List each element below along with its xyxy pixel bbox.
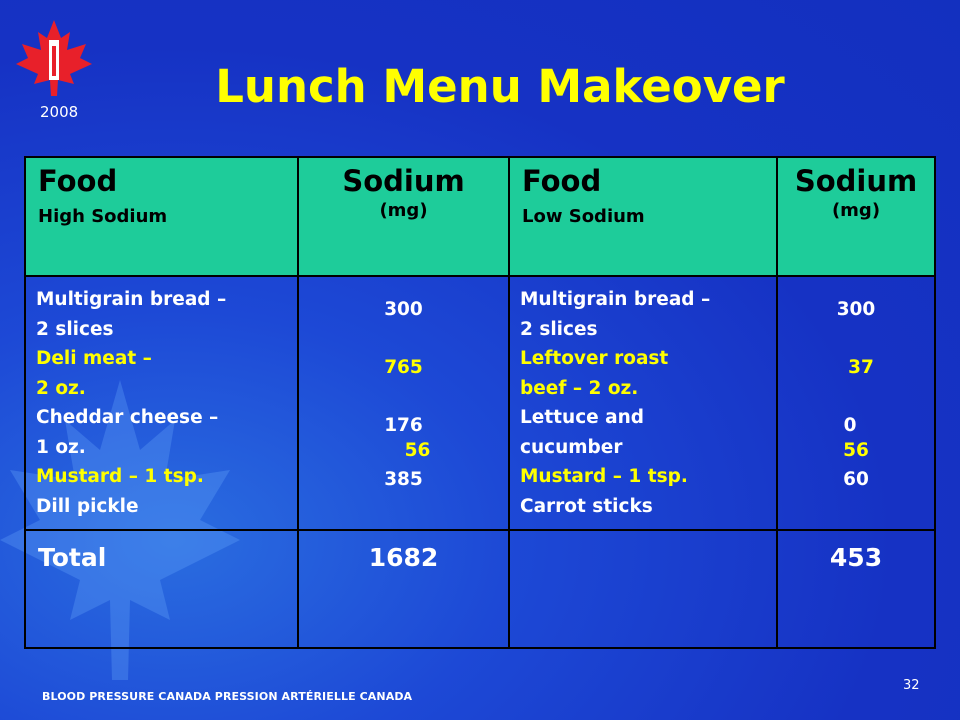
food-list: Multigrain bread – 2 slices Leftover roast… xyxy=(520,285,766,521)
low-sodium-values-cell: 300 37 0 56 60 xyxy=(776,275,936,531)
food-item-line: Cheddar cheese – xyxy=(36,407,219,428)
high-sodium-foods-cell: Multigrain bread – 2 slices Deli meat – 2 o… xyxy=(24,275,299,531)
sodium-value: 37 xyxy=(848,357,874,378)
sodium-value: 56 xyxy=(404,440,431,461)
food-item-line: Multigrain bread – xyxy=(36,289,227,310)
sodium-value: 0 xyxy=(843,415,857,436)
table-row: Multigrain bread – 2 slices Deli meat – 2 o… xyxy=(24,275,936,531)
food-item-line: Carrot sticks xyxy=(520,495,653,517)
food-item-line: beef – 2 oz. xyxy=(520,377,639,399)
food-item-line: Mustard – 1 tsp. xyxy=(520,466,688,487)
total-label: Total xyxy=(24,529,299,649)
food-item-line: 2 slices xyxy=(36,318,114,340)
food-item-line: 1 oz. xyxy=(36,436,86,458)
total-high-value: 1682 xyxy=(297,529,510,649)
header-title: Sodium xyxy=(342,164,465,198)
high-sodium-values-cell: 300 765 176 56 385 xyxy=(297,275,510,531)
food-item-line: Leftover roast xyxy=(520,348,669,369)
total-empty-cell xyxy=(508,529,778,649)
sodium-value: 176 xyxy=(384,415,423,436)
food-item-line: Deli meat – xyxy=(36,348,152,369)
food-item-line: Multigrain bread – xyxy=(520,289,711,310)
slide-title: Lunch Menu Makeover xyxy=(215,60,785,113)
table-header-row: Food High Sodium Sodium (mg) Food Low So… xyxy=(24,156,936,277)
sodium-value: 385 xyxy=(384,469,423,490)
food-item-line: cucumber xyxy=(520,436,623,458)
sodium-value: 765 xyxy=(384,357,423,378)
header-subtitle: Low Sodium xyxy=(522,206,645,227)
header-title: Food xyxy=(522,164,602,198)
food-item-line: 2 slices xyxy=(520,318,598,340)
food-item-line: Dill pickle xyxy=(36,495,139,517)
page-number: 32 xyxy=(903,678,920,693)
header-subtitle: High Sodium xyxy=(38,206,168,227)
sodium-value: 56 xyxy=(843,440,869,461)
sodium-value: 300 xyxy=(836,299,876,320)
header-food-low: Food Low Sodium xyxy=(508,156,778,277)
sodium-value: 300 xyxy=(384,299,423,320)
header-title: Sodium xyxy=(794,164,918,198)
header-title: Food xyxy=(38,164,118,198)
total-low-value: 453 xyxy=(776,529,936,649)
header-subtitle: (mg) xyxy=(831,200,881,221)
header-subtitle: (mg) xyxy=(379,200,428,221)
sodium-value: 60 xyxy=(843,469,869,490)
food-item-line: 2 oz. xyxy=(36,377,86,399)
table-total-row: Total 1682 453 xyxy=(24,529,936,649)
food-list: Multigrain bread – 2 slices Deli meat – 2 o… xyxy=(36,285,287,521)
low-sodium-foods-cell: Multigrain bread – 2 slices Leftover roast… xyxy=(508,275,778,531)
year-label: 2008 xyxy=(40,103,79,121)
footer-organization: BLOOD PRESSURE CANADA PRESSION ARTÉRIELL… xyxy=(42,690,413,703)
header-food-high: Food High Sodium xyxy=(24,156,299,277)
sodium-comparison-table: Food High Sodium Sodium (mg) Food Low So… xyxy=(24,156,936,649)
food-item-line: Lettuce and xyxy=(520,407,645,428)
header-sodium-high: Sodium (mg) xyxy=(297,156,510,277)
food-item-line: Mustard – 1 tsp. xyxy=(36,466,204,487)
header-sodium-low: Sodium (mg) xyxy=(776,156,936,277)
blood-pressure-canada-logo-icon xyxy=(16,20,92,96)
